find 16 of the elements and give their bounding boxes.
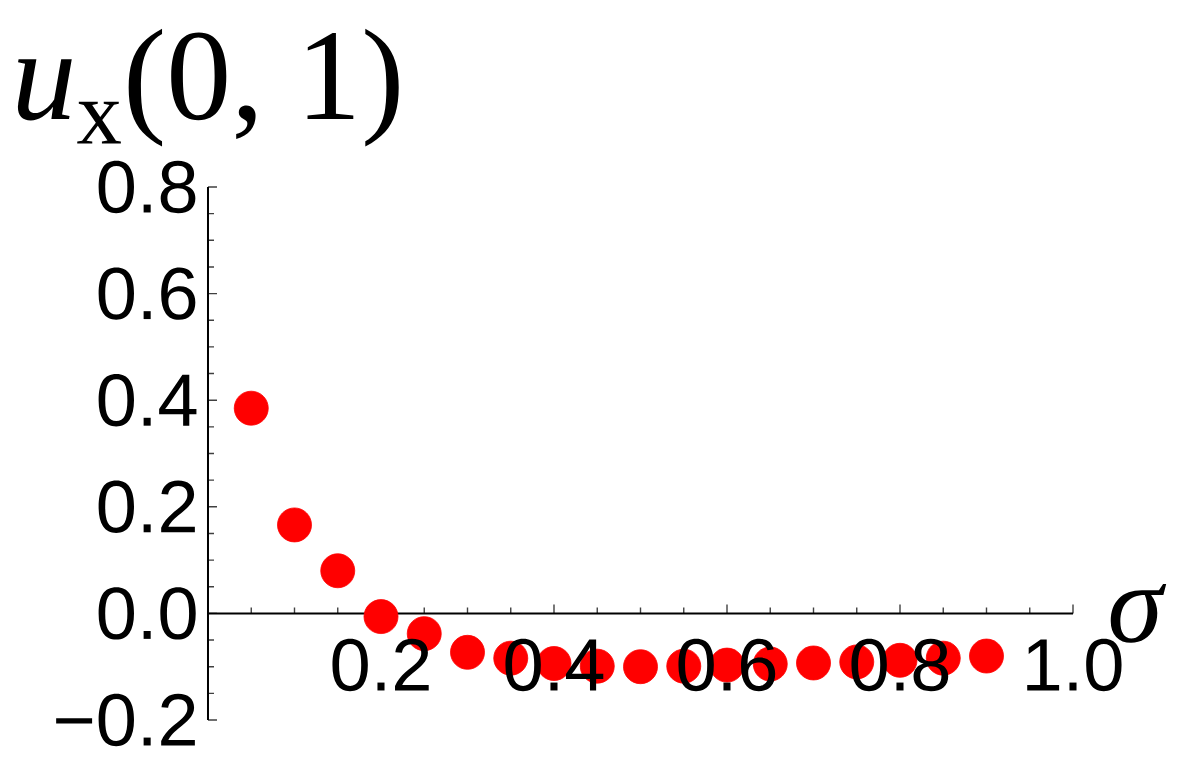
point [233,390,269,426]
point [969,638,1004,674]
y-tick-label: −0.2 [56,693,195,747]
y-axis-title: u$_{x}$(0, 1) [17,28,399,147]
x-tick-label: 0.2 [332,638,429,692]
point [796,645,831,681]
y-tick-label: 0.2 [98,480,195,533]
point [277,507,312,543]
y-tick-label: 0.8 [98,160,196,214]
y-tick-label: 0.6 [98,267,196,320]
point [623,649,658,685]
y-tick-label: 0.4 [98,374,197,427]
y-tick-label: 0.0 [98,587,196,640]
point [363,599,399,634]
point [320,553,356,589]
point [450,634,485,670]
